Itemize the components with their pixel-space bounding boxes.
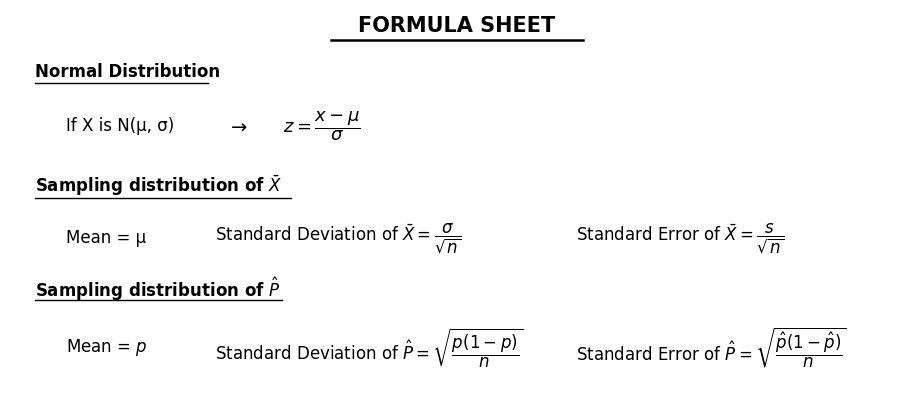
Text: $\rightarrow$: $\rightarrow$ <box>227 116 248 136</box>
Text: Mean = $p$: Mean = $p$ <box>66 338 147 358</box>
Text: FORMULA SHEET: FORMULA SHEET <box>358 16 556 36</box>
Text: $z = \dfrac{x-\mu}{\sigma}$: $z = \dfrac{x-\mu}{\sigma}$ <box>283 109 361 143</box>
Text: Mean = μ: Mean = μ <box>66 229 146 247</box>
Text: Standard Deviation of $\bar{X} = \dfrac{\sigma}{\sqrt{n}}$: Standard Deviation of $\bar{X} = \dfrac{… <box>215 221 462 255</box>
Text: Sampling distribution of $\bar{X}$: Sampling distribution of $\bar{X}$ <box>35 174 282 198</box>
Text: Standard Error of $\hat{P} = \sqrt{\dfrac{\hat{p}(1-\hat{p})}{n}}$: Standard Error of $\hat{P} = \sqrt{\dfra… <box>576 326 846 370</box>
Text: If X is N(μ, σ): If X is N(μ, σ) <box>66 117 174 135</box>
Text: Standard Deviation of $\hat{P} = \sqrt{\dfrac{p(1-p)}{n}}$: Standard Deviation of $\hat{P} = \sqrt{\… <box>215 326 523 370</box>
Text: Standard Error of $\bar{X} = \dfrac{s}{\sqrt{n}}$: Standard Error of $\bar{X} = \dfrac{s}{\… <box>576 221 784 255</box>
Text: Normal Distribution: Normal Distribution <box>35 63 220 81</box>
Text: Sampling distribution of $\hat{P}$: Sampling distribution of $\hat{P}$ <box>35 275 281 302</box>
